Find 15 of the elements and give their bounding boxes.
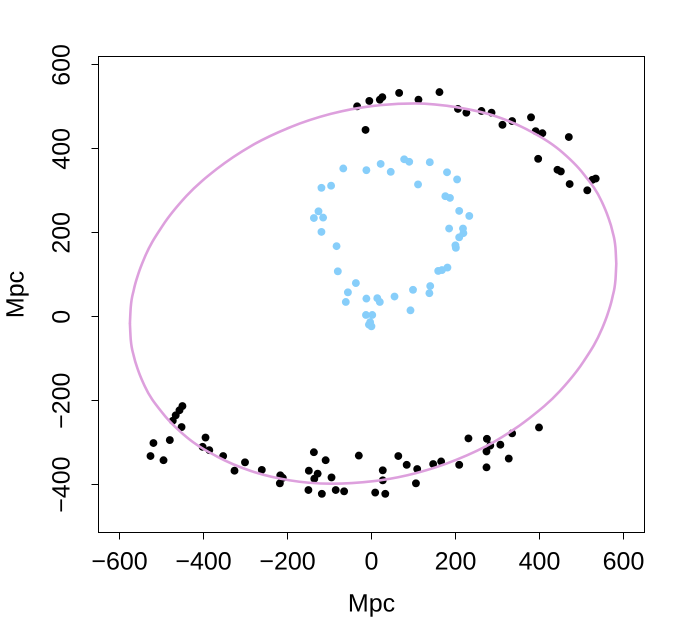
y-tick-label: −200 (48, 372, 76, 429)
y-tick-label: −400 (48, 456, 76, 513)
y-tick-label: 200 (48, 212, 76, 254)
x-tick-label: 0 (364, 548, 378, 576)
x-tick-label: −200 (259, 548, 316, 576)
x-axis-title: Mpc (348, 590, 396, 618)
x-tick-label: −400 (175, 548, 232, 576)
y-tick-label: 600 (48, 44, 76, 86)
y-axis-title: Mpc (2, 270, 30, 318)
x-tick-label: 200 (434, 548, 476, 576)
x-tick-label: 600 (602, 548, 644, 576)
y-tick-label: 0 (48, 310, 76, 324)
x-tick-label: −600 (91, 548, 148, 576)
y-tick-label: 400 (48, 128, 76, 170)
x-tick-label: 400 (518, 548, 560, 576)
